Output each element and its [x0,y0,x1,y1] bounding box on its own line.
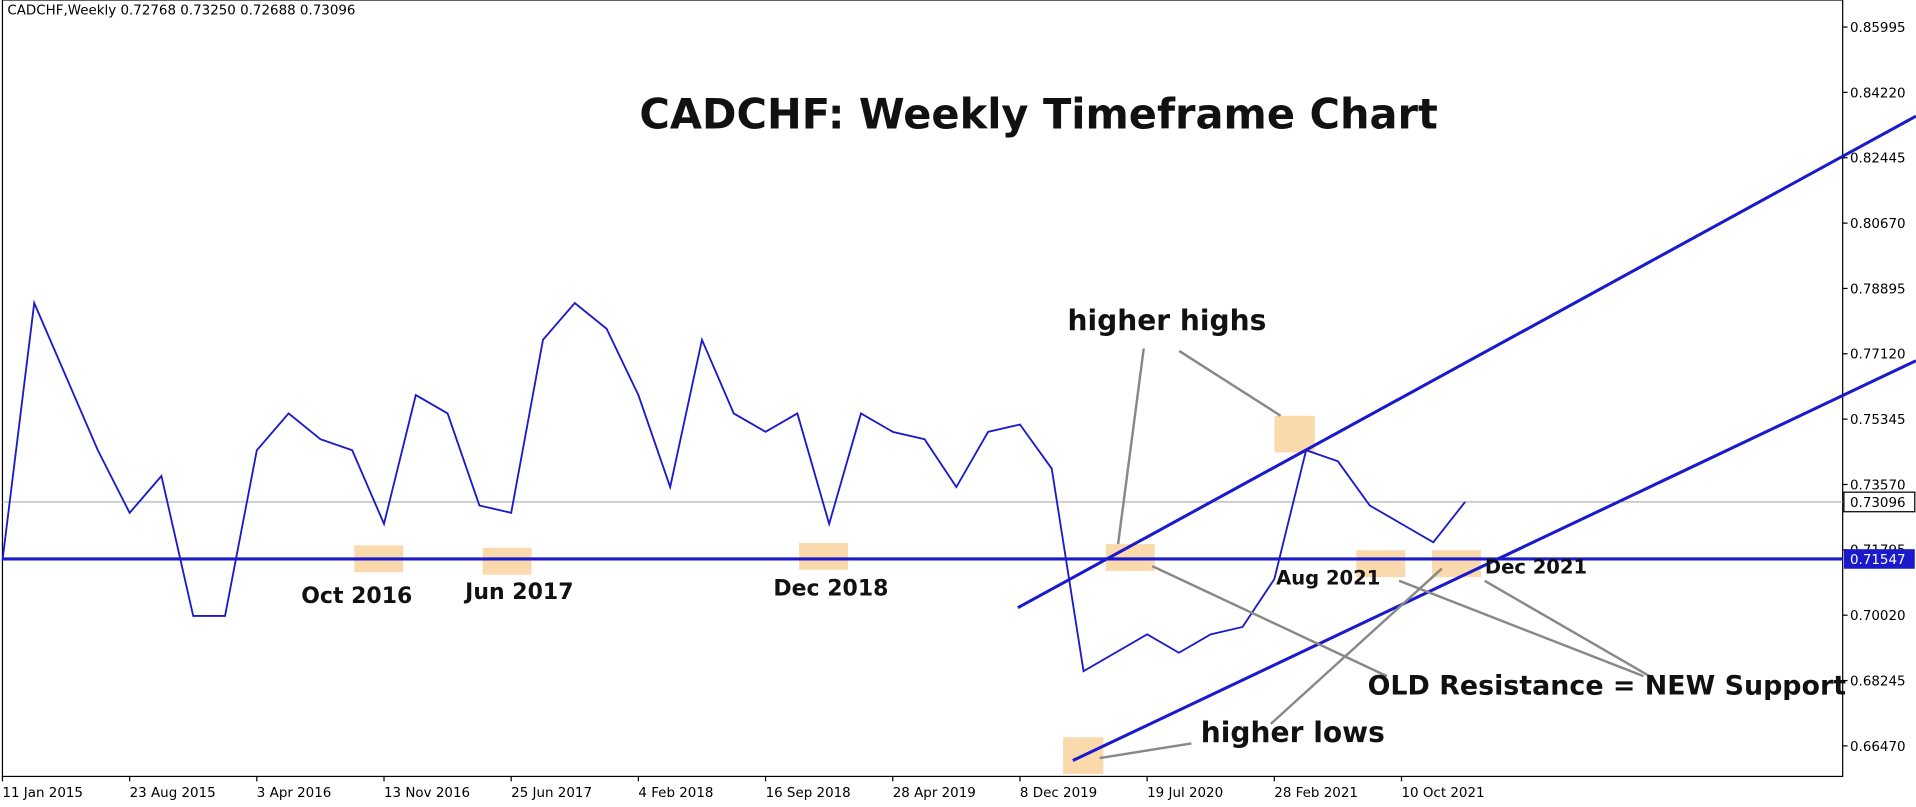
x-tick-label: 4 Feb 2018 [638,786,713,801]
annotation: higher lows [1201,716,1385,749]
y-tick-label: 0.75345 [1850,413,1906,428]
box [799,542,849,570]
y-tick-label: 0.68245 [1850,674,1906,689]
x-tick-label: 28 Apr 2019 [893,786,976,801]
plot-frame [1,0,1844,778]
x-tick-label: 11 Jan 2015 [2,786,83,801]
y-tick-label: 0.66470 [1850,740,1906,755]
x-tick-label: 8 Dec 2019 [1020,786,1097,801]
price-line [1,299,1466,673]
upper-trend-line [1017,114,1916,610]
symbol-header: CADCHF,Weekly 0.72768 0.73250 0.72688 0.… [7,4,355,19]
pointer [1269,567,1443,725]
annotation: Jun 2017 [463,580,573,605]
box [1432,550,1481,578]
box [482,547,532,575]
y-tick-label: 0.73570 [1850,478,1906,493]
annotation: Dec 2018 [773,576,888,601]
x-tick-label: 19 Jul 2020 [1147,786,1223,801]
chart-title: CADCHF: Weekly Timeframe Chart [639,89,1437,138]
annotation: Oct 2016 [301,584,412,609]
pointer [1398,579,1644,678]
annotation: higher highs [1067,304,1266,337]
box [1274,415,1315,453]
annotation: Dec 2021 [1485,555,1587,578]
price-label-box [1843,491,1916,513]
x-tick-label: 10 Oct 2021 [1402,786,1485,801]
annotation: OLD Resistance = NEW Support [1368,671,1847,702]
y-tick-label: 0.84220 [1850,86,1906,101]
x-tick-label: 13 Nov 2016 [384,786,470,801]
x-tick-label: 16 Sep 2018 [766,786,851,801]
support-price-label: 0.71547 [1850,553,1906,568]
trend-lines [1017,114,1916,762]
annotation: Aug 2021 [1276,566,1380,589]
y-tick-label: 0.78895 [1850,282,1906,297]
price-label-box [1843,549,1915,569]
y-tick-label: 0.85995 [1850,21,1906,36]
x-tick-label: 25 Jun 2017 [511,786,592,801]
x-tick-label: 28 Feb 2021 [1274,786,1358,801]
x-tick-label: 23 Aug 2015 [130,786,216,801]
pointer-lines [1099,348,1651,760]
pointer [1484,579,1651,678]
pointer [1099,742,1192,760]
pointer [1178,349,1282,417]
y-tick-label: 0.82445 [1850,152,1906,167]
lower-trend-line [1072,359,1916,762]
y-tick-label: 0.70020 [1850,609,1906,624]
pointer [1116,348,1145,545]
y-tick-label: 0.77120 [1850,348,1906,363]
pointer [1151,565,1388,678]
current-price-label: 0.73096 [1850,496,1906,511]
x-tick-label: 3 Apr 2016 [257,786,332,801]
box [1356,550,1406,578]
y-tick-label: 0.80670 [1850,217,1906,232]
